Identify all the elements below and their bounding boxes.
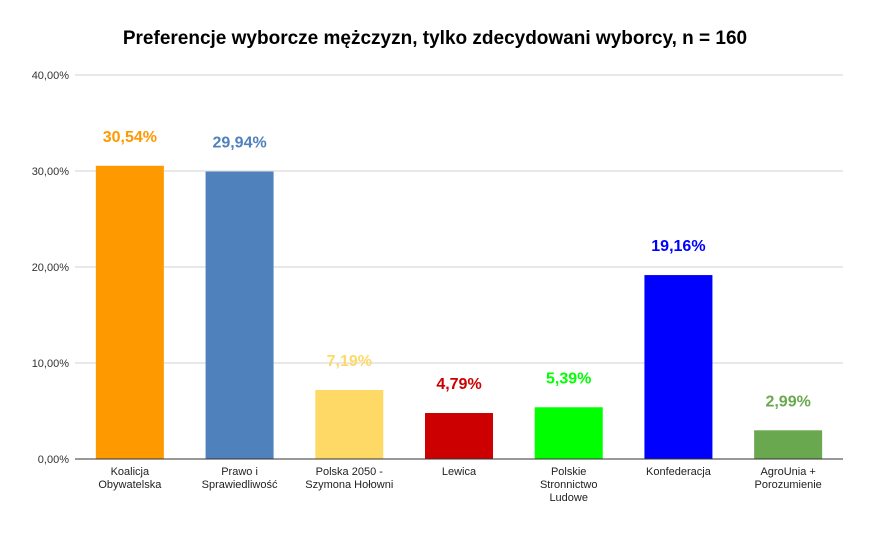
x-category-label-line: Lewica — [442, 466, 477, 478]
x-category-label: Koalicja Obywatelska — [98, 466, 162, 491]
bar — [315, 389, 384, 459]
y-tick-label: 0,00% — [38, 454, 69, 466]
x-category-label-line: Polska 2050 - — [316, 466, 384, 478]
x-category-label-line: Porozumienie — [755, 479, 822, 491]
data-label: 7,19% — [327, 353, 372, 370]
data-label: 4,79% — [436, 376, 481, 393]
chart-title: Preferencje wyborcze mężczyzn, tylko zde… — [122, 28, 748, 49]
y-tick-label: 20,00% — [32, 262, 70, 274]
data-label: 2,99% — [765, 393, 810, 410]
data-label: 30,54% — [103, 129, 157, 146]
x-category-label: Polskie Stronnictwo Ludowe — [540, 466, 597, 504]
x-category-label-line: Ludowe — [549, 492, 588, 504]
x-category-label: Konfederacja — [646, 466, 712, 478]
bar — [95, 165, 164, 460]
x-category-label: AgroUnia + Porozumienie — [755, 466, 822, 491]
x-category-label-line: Sprawiedliwość — [202, 479, 278, 491]
y-tick-label: 10,00% — [32, 358, 70, 370]
x-category-label-line: Stronnictwo — [540, 479, 597, 491]
x-category-label: Prawo i Sprawiedliwość — [202, 466, 278, 491]
data-label: 5,39% — [546, 370, 591, 387]
x-category-label-line: Obywatelska — [98, 479, 162, 491]
y-tick-label: 40,00% — [32, 70, 70, 82]
x-category-label-line: Konfederacja — [646, 466, 712, 478]
x-category-label-line: Koalicja — [111, 466, 150, 478]
y-tick-label: 30,00% — [32, 166, 70, 178]
x-category-label-line: AgroUnia + — [760, 466, 815, 478]
x-category-label: Lewica — [442, 466, 477, 478]
bar — [205, 171, 274, 460]
x-category-label-line: Polskie — [551, 466, 586, 478]
bar — [425, 413, 493, 459]
bar — [644, 275, 713, 459]
x-category-label: Polska 2050 -Szymona Hołowni — [305, 466, 393, 491]
data-label: 19,16% — [651, 238, 705, 255]
x-category-label-line: Szymona Hołowni — [305, 479, 393, 491]
bar — [754, 430, 823, 459]
x-category-label-line: Prawo i — [221, 466, 258, 478]
bar — [534, 407, 603, 459]
data-label: 29,94% — [212, 135, 266, 152]
